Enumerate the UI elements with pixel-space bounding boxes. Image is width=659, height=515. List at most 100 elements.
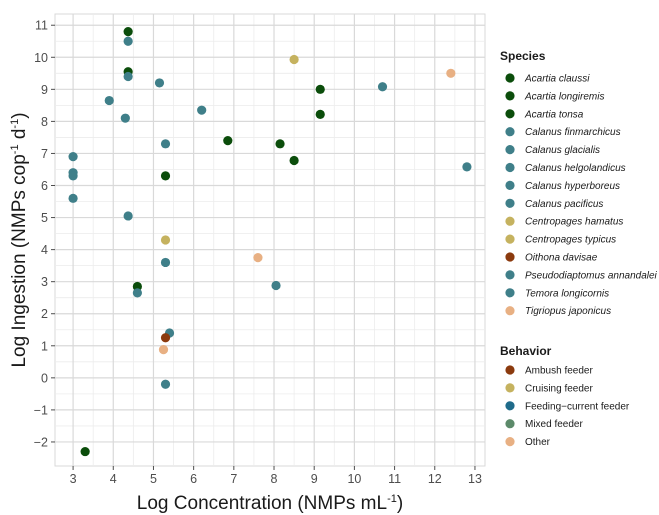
legend-species-label: Calanus helgolandicus bbox=[525, 163, 626, 174]
legend-species-key bbox=[505, 127, 515, 137]
data-point bbox=[154, 78, 165, 88]
data-point bbox=[160, 379, 171, 389]
legend-behavior-key bbox=[505, 383, 515, 393]
y-tick-label: 4 bbox=[41, 243, 48, 257]
data-point bbox=[132, 288, 142, 298]
legend-species-key bbox=[505, 288, 515, 298]
legend-species-label: Acartia longiremis bbox=[524, 91, 604, 102]
legend-behavior-key bbox=[505, 401, 515, 411]
data-point bbox=[289, 54, 299, 65]
legend-species-key bbox=[505, 252, 515, 262]
legend-species-key bbox=[505, 234, 515, 244]
x-tick-label: 4 bbox=[110, 472, 117, 486]
x-tick-label: 8 bbox=[271, 472, 278, 486]
legend-species-label: Tigriopus japonicus bbox=[525, 306, 611, 317]
legend-species-key bbox=[505, 73, 515, 83]
data-point bbox=[160, 333, 171, 343]
data-point bbox=[377, 82, 388, 92]
x-tick-label: 11 bbox=[388, 472, 401, 486]
legend-species-title: Species bbox=[500, 49, 546, 63]
legend-species-label: Temora longicornis bbox=[525, 288, 609, 299]
data-point bbox=[160, 257, 171, 268]
x-axis-ticks: 3 4 5 6 7 8 9 10 11 12 13 bbox=[70, 466, 482, 486]
y-tick-label: −1 bbox=[34, 403, 48, 417]
x-tick-label: 10 bbox=[347, 472, 361, 486]
data-point bbox=[160, 235, 171, 245]
y-tick-label: 10 bbox=[34, 51, 48, 65]
y-tick-label: 1 bbox=[41, 339, 48, 353]
data-point bbox=[120, 113, 130, 123]
data-point bbox=[253, 253, 263, 263]
data-point bbox=[68, 171, 78, 181]
data-point bbox=[223, 136, 233, 146]
y-tick-label: 3 bbox=[41, 275, 48, 289]
legend-behavior-label: Cruising feeder bbox=[525, 383, 593, 394]
y-tick-label: 5 bbox=[41, 211, 48, 225]
data-point bbox=[132, 281, 142, 292]
legend-species-label: Calanus glacialis bbox=[525, 145, 600, 156]
legend-species-label: Centropages typicus bbox=[525, 235, 616, 246]
data-point bbox=[123, 36, 133, 46]
data-point bbox=[271, 280, 281, 291]
y-tick-label: 11 bbox=[35, 19, 48, 33]
data-point bbox=[160, 171, 171, 181]
x-axis-title: Log Concentration (NMPs mL-1) bbox=[137, 493, 403, 514]
legend-behavior-label: Mixed feeder bbox=[525, 419, 583, 430]
legend-species-label: Calanus hyperboreus bbox=[525, 181, 620, 192]
grid-major bbox=[55, 14, 485, 466]
legend-species-label: Pseudodiaptomus annandalei bbox=[525, 270, 658, 281]
x-tick-label: 5 bbox=[150, 472, 157, 486]
legend-species-key bbox=[505, 162, 515, 173]
data-point bbox=[123, 211, 133, 221]
y-axis-title: Log Ingestion (NMPs cop-1 d-1) bbox=[9, 112, 30, 367]
legend-species-key bbox=[505, 145, 515, 155]
data-point bbox=[462, 162, 472, 172]
x-tick-label: 6 bbox=[190, 472, 197, 486]
x-tick-label: 13 bbox=[468, 472, 482, 486]
y-tick-label: 8 bbox=[41, 115, 48, 129]
legend-behavior-key bbox=[505, 437, 515, 447]
data-point bbox=[315, 84, 325, 94]
data-point bbox=[446, 68, 456, 78]
legend-species-key bbox=[505, 216, 515, 226]
x-tick-label: 7 bbox=[230, 472, 237, 486]
legend-species-key bbox=[505, 270, 515, 280]
legend-species-key bbox=[505, 306, 515, 316]
data-point bbox=[104, 95, 114, 106]
y-tick-label: 0 bbox=[41, 371, 48, 385]
data-point bbox=[123, 71, 133, 82]
data-point bbox=[158, 345, 169, 355]
data-point bbox=[315, 109, 325, 119]
data-point bbox=[80, 446, 90, 457]
y-tick-label: 6 bbox=[41, 179, 48, 193]
legend-species-label: Calanus finmarchicus bbox=[525, 127, 621, 138]
y-tick-label: 7 bbox=[41, 147, 48, 161]
legend-species-label: Acartia claussi bbox=[524, 74, 590, 85]
data-point bbox=[160, 139, 171, 149]
legend-behavior-label: Other bbox=[525, 437, 551, 448]
data-point bbox=[68, 152, 78, 162]
legend-behavior-key bbox=[505, 419, 515, 429]
legend-behavior-label: Feeding−current feeder bbox=[525, 401, 630, 412]
y-tick-label: 2 bbox=[41, 307, 48, 321]
legend-species-key bbox=[505, 91, 515, 101]
data-points bbox=[68, 27, 472, 457]
legend-species-label: Centropages hamatus bbox=[525, 217, 623, 228]
x-tick-label: 9 bbox=[311, 472, 318, 486]
legend-behavior-key bbox=[505, 365, 515, 375]
legend-species-label: Oithona davisae bbox=[525, 253, 598, 264]
data-point bbox=[289, 155, 299, 166]
x-tick-label: 12 bbox=[428, 472, 442, 486]
data-point bbox=[197, 105, 207, 115]
legend-species-label: Calanus pacificus bbox=[525, 199, 603, 210]
data-point bbox=[68, 193, 78, 203]
legend-species-key bbox=[505, 180, 515, 190]
y-tick-label: 9 bbox=[41, 83, 48, 97]
legend-behavior: Ambush feeder Cruising feeder Feeding−curr… bbox=[505, 365, 630, 448]
legend-species-key bbox=[505, 109, 515, 119]
legend-behavior-title: Behavior bbox=[500, 344, 552, 358]
plot-panel bbox=[54, 13, 486, 467]
data-point bbox=[123, 27, 133, 37]
y-axis-ticks: −2 −1 0 1 2 3 4 5 6 7 8 9 10 11 bbox=[34, 19, 55, 449]
